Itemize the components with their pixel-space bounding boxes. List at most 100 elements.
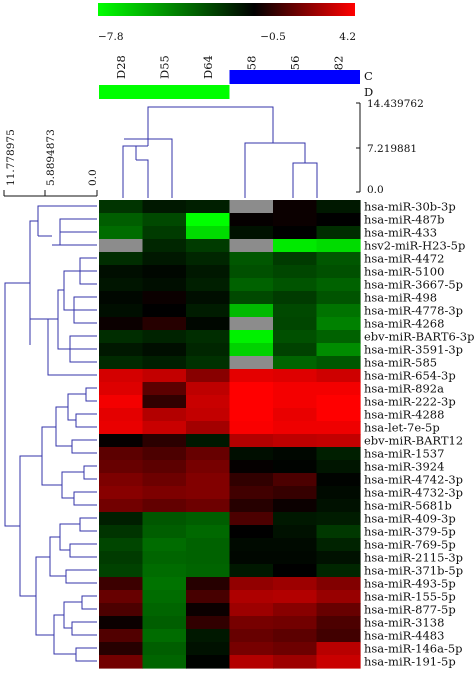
scale-max-label: 4.2 — [339, 31, 356, 43]
heatmap-cell — [99, 252, 144, 266]
heatmap-cell — [273, 642, 318, 656]
group-label: C — [364, 69, 373, 83]
heatmap-cell — [273, 421, 318, 435]
row-label: hsa-miR-371b-5p — [364, 564, 463, 578]
heatmap-cell — [99, 343, 144, 357]
heatmap-cell — [229, 317, 274, 331]
heatmap-cell — [99, 447, 144, 461]
heatmap-cell — [273, 265, 318, 279]
heatmap-cell — [229, 200, 274, 214]
row-label: ebv-miR-BART6-3p — [364, 330, 474, 344]
row-dendrogram — [4, 205, 97, 662]
heatmap-cell — [316, 551, 361, 565]
heatmap-cell — [316, 603, 361, 617]
heatmap-cell — [142, 486, 187, 500]
heatmap-cell — [142, 213, 187, 227]
heatmap-cell — [273, 369, 318, 383]
heatmap-cell — [229, 499, 274, 513]
heatmap-cell — [229, 655, 274, 669]
heatmap-cell — [273, 278, 318, 292]
heatmap-cell — [316, 278, 361, 292]
heatmap-cell — [229, 590, 274, 604]
heatmap-cell — [229, 356, 274, 370]
heatmap-cell — [99, 460, 144, 474]
heatmap-cell — [99, 408, 144, 422]
row-label: hsa-miR-498 — [364, 291, 437, 305]
heatmap-cell — [273, 525, 318, 539]
row-label: hsa-miR-3138 — [364, 616, 444, 630]
heatmap-cell — [273, 603, 318, 617]
row-label: hsa-miR-433 — [364, 226, 437, 240]
row-dendro-bottom-cluster — [19, 455, 97, 662]
heatmap-cell — [142, 304, 187, 318]
row-label: hsa-miR-5681b — [364, 499, 452, 513]
heatmap-cell — [316, 330, 361, 344]
heatmap-cell — [142, 551, 187, 565]
heatmap-cell — [229, 564, 274, 578]
heatmap-cell — [99, 330, 144, 344]
heatmap-cell — [186, 265, 231, 279]
heatmap-cell — [229, 343, 274, 357]
heatmap-cell — [142, 460, 187, 474]
heatmap-cell — [186, 616, 231, 630]
color-scale-bar — [98, 3, 355, 16]
heatmap-cell — [99, 655, 144, 669]
heatmap-cell — [142, 408, 187, 422]
heatmap-cell — [99, 603, 144, 617]
row-label: hsa-miR-30b-3p — [364, 200, 456, 214]
heatmap-cell — [229, 395, 274, 409]
heatmap-cell — [186, 538, 231, 552]
heatmap-cell — [186, 434, 231, 448]
row-label: hsa-miR-892a — [364, 382, 444, 396]
row-label: hsa-miR-769-5p — [364, 538, 456, 552]
heatmap-cell — [273, 655, 318, 669]
heatmap-cell — [142, 564, 187, 578]
row-dendro-top-cluster — [29, 205, 97, 376]
row-label: hsa-miR-4732-3p — [364, 486, 463, 500]
row-label: hsa-miR-4288 — [364, 408, 444, 422]
heatmap-cell — [316, 525, 361, 539]
heatmap-cell — [186, 356, 231, 370]
heatmap-cell — [142, 421, 187, 435]
heatmap-cell — [142, 434, 187, 448]
row-label: hsa-miR-3591-3p — [364, 343, 463, 357]
col-dendro-root — [147, 106, 274, 143]
heatmap-cell — [186, 577, 231, 591]
row-label: hsa-miR-409-3p — [364, 512, 456, 526]
heatmap-cell — [316, 434, 361, 448]
column-dendrogram — [122, 106, 318, 198]
row-label: hsa-miR-191-5p — [364, 655, 456, 669]
heatmap-cell — [273, 317, 318, 331]
heatmap-cell — [273, 200, 318, 214]
heatmap-cell — [99, 642, 144, 656]
heatmap-cell — [316, 577, 361, 591]
col-axis-tick-max: 14.439762 — [367, 98, 424, 110]
heatmap-cell — [142, 356, 187, 370]
row-label: hsa-miR-493-5p — [364, 577, 456, 591]
heatmap-cell — [186, 200, 231, 214]
heatmap-cell — [186, 499, 231, 513]
heatmap-cell — [186, 590, 231, 604]
heatmap-cell — [142, 395, 187, 409]
row-label: hsv2-miR-H23-5p — [364, 239, 465, 253]
heatmap-cell — [186, 642, 231, 656]
heatmap-cell — [273, 616, 318, 630]
heatmap-cell — [99, 291, 144, 305]
column-dendrogram-axis: 14.439762 7.219881 0.0 — [356, 98, 424, 196]
heatmap-cell — [229, 551, 274, 565]
heatmap-cell — [142, 616, 187, 630]
group-bar — [99, 85, 230, 99]
heatmap-cell — [273, 629, 318, 643]
heatmap-cell — [273, 434, 318, 448]
column-label: D28 — [114, 55, 128, 79]
row-label: hsa-miR-4472 — [364, 252, 444, 266]
heatmap-cell — [99, 512, 144, 526]
heatmap-cell — [316, 499, 361, 513]
row-label: hsa-miR-4742-3p — [364, 473, 463, 487]
heatmap-cell — [142, 499, 187, 513]
heatmap-cell — [142, 200, 187, 214]
heatmap-cell — [99, 434, 144, 448]
heatmap-cell — [186, 343, 231, 357]
heatmap-cell — [186, 304, 231, 318]
heatmap-cell — [186, 551, 231, 565]
